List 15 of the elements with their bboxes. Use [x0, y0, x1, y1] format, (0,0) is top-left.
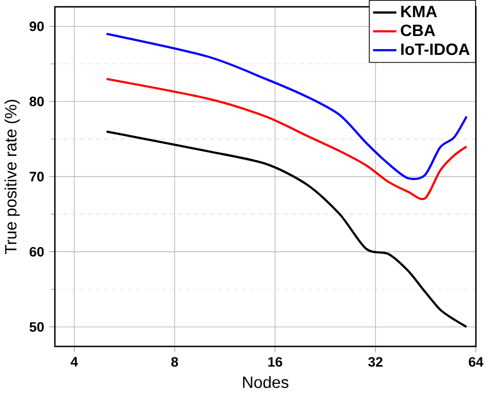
y-tick-label: 90	[30, 22, 44, 32]
x-tick-label: 4	[70, 357, 78, 367]
y-tick-label: 50	[30, 322, 44, 332]
x-tick-label: 16	[268, 357, 282, 367]
y-tick-label: 80	[30, 96, 44, 106]
y-axis-title: True positive rate (%)	[4, 100, 20, 254]
y-tick-label: 60	[30, 247, 44, 257]
x-tick-label: 32	[368, 357, 383, 367]
x-axis-title: Nodes	[243, 376, 288, 388]
legend-label: KMA	[401, 6, 437, 18]
x-tick-label: 64	[468, 357, 484, 367]
x-tick-label: 8	[171, 357, 178, 367]
y-tick-label: 70	[30, 172, 44, 182]
legend-label: IoT-IDOA	[401, 44, 470, 56]
legend-label: CBA	[400, 24, 436, 36]
